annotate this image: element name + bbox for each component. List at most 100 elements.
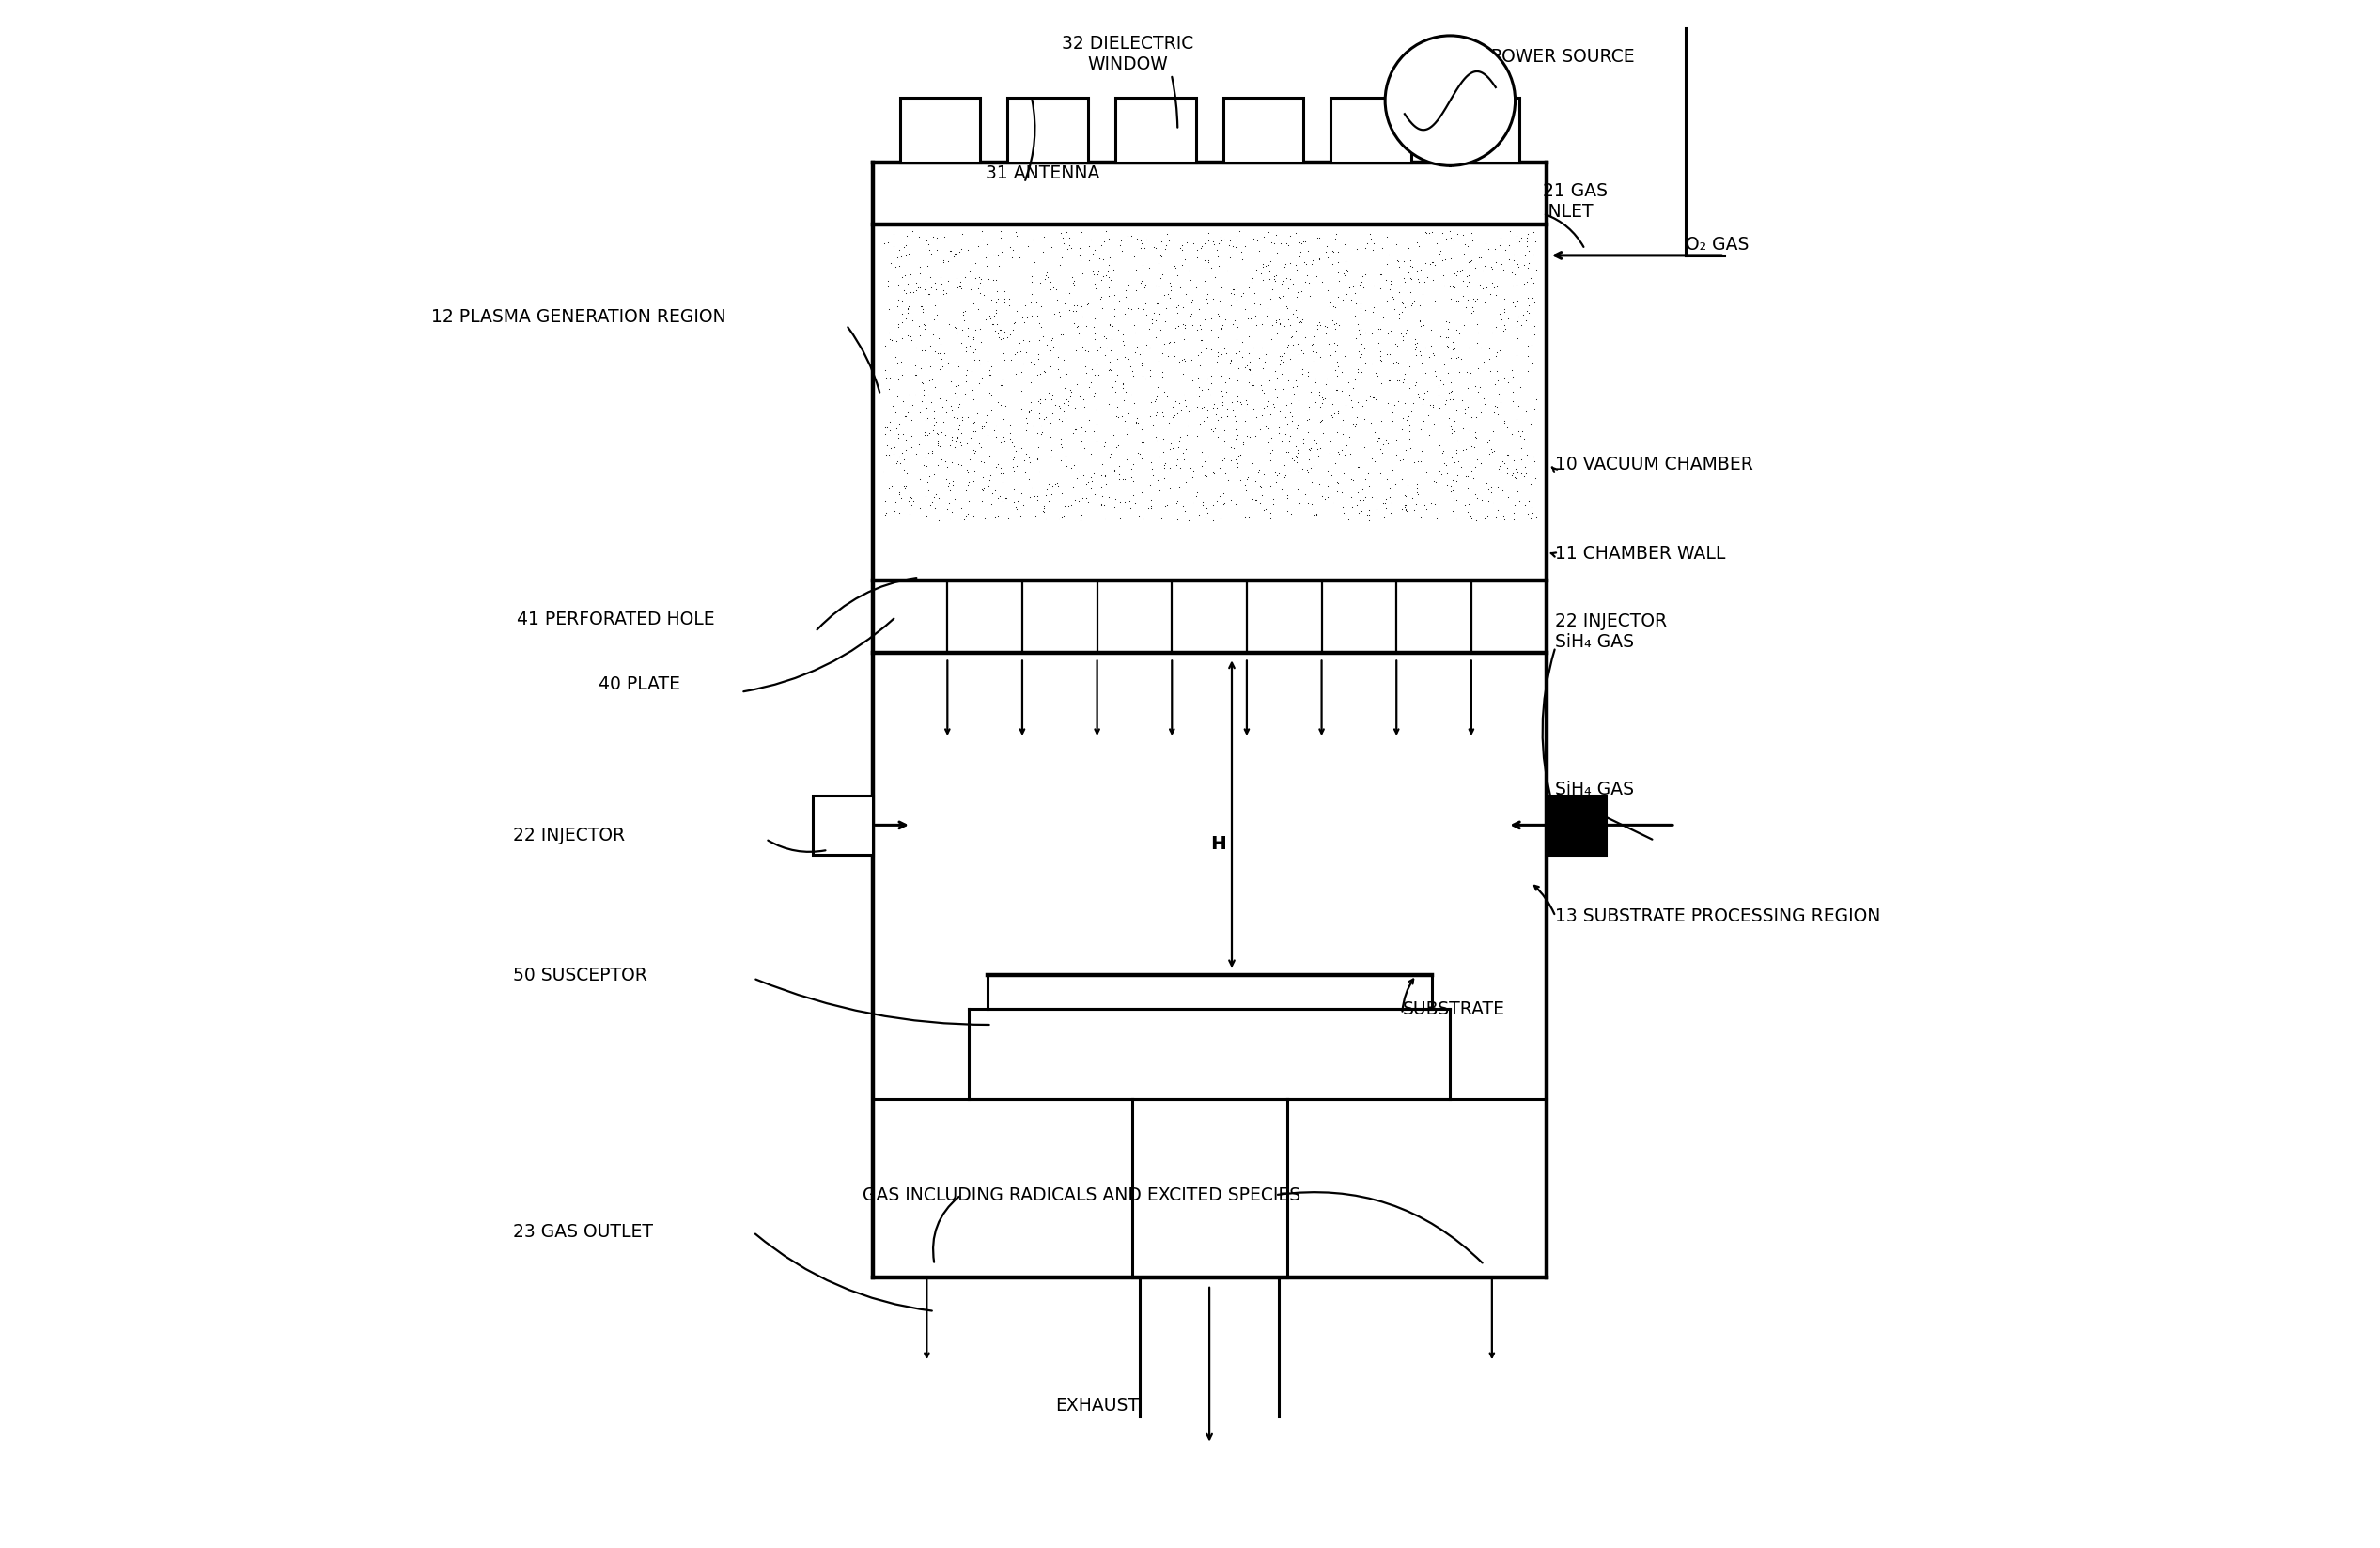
Point [1428, 334, 1466, 359]
Point [1195, 460, 1233, 485]
Point [888, 300, 926, 325]
Point [1238, 404, 1276, 429]
Point [1069, 339, 1107, 364]
Point [1159, 392, 1197, 416]
Point [1266, 252, 1304, 277]
Point [995, 310, 1033, 334]
Point [1031, 328, 1069, 353]
Point [1090, 252, 1128, 277]
Point [897, 382, 935, 407]
Point [1152, 279, 1190, 303]
Point [1133, 457, 1171, 481]
Point [1130, 255, 1169, 280]
Point [1380, 307, 1418, 331]
Point [1516, 257, 1554, 282]
Point [876, 441, 914, 466]
Point [1073, 314, 1111, 339]
Point [940, 238, 978, 263]
Point [1230, 424, 1269, 449]
Point [1135, 412, 1173, 437]
Point [1180, 313, 1219, 337]
Point [933, 370, 971, 395]
Point [1366, 429, 1404, 454]
Point [1011, 269, 1050, 294]
Point [1402, 449, 1440, 474]
Point [1395, 450, 1433, 475]
Point [1390, 260, 1428, 285]
Point [897, 362, 935, 387]
Point [947, 503, 985, 528]
Point [1207, 446, 1245, 471]
Point [1188, 286, 1226, 311]
Point [1109, 224, 1147, 249]
Point [1407, 494, 1445, 519]
Point [1128, 333, 1166, 358]
Point [866, 365, 904, 390]
Point [1095, 368, 1133, 393]
Point [1197, 402, 1235, 427]
Point [1345, 488, 1383, 512]
Point [981, 461, 1019, 486]
Point [1485, 319, 1523, 344]
Point [1399, 381, 1438, 406]
Point [1138, 399, 1176, 424]
Point [1164, 327, 1202, 351]
Point [1447, 274, 1485, 299]
Point [983, 373, 1021, 398]
Point [1026, 500, 1064, 525]
Point [1319, 378, 1357, 402]
Bar [1007, 98, 1088, 163]
Point [1447, 296, 1485, 320]
Point [1485, 237, 1523, 262]
Point [1188, 502, 1226, 526]
Point [1154, 294, 1192, 319]
Point [1004, 449, 1042, 474]
Point [942, 497, 981, 522]
Point [1164, 382, 1202, 407]
Point [969, 232, 1007, 257]
Point [1326, 502, 1364, 526]
Point [1390, 294, 1428, 319]
Point [892, 218, 931, 243]
Point [1357, 449, 1395, 474]
Point [1416, 469, 1454, 494]
Point [1342, 316, 1380, 341]
Point [1157, 344, 1195, 368]
Point [1204, 228, 1242, 252]
Point [1476, 274, 1514, 299]
Point [1033, 401, 1071, 426]
Point [1145, 440, 1183, 464]
Point [900, 401, 938, 426]
Point [1407, 269, 1445, 294]
Point [1180, 410, 1219, 435]
Point [1040, 506, 1078, 531]
Point [997, 339, 1035, 364]
Point [1368, 432, 1407, 457]
Point [935, 316, 973, 341]
Point [1219, 443, 1257, 467]
Point [957, 251, 995, 276]
Point [1392, 255, 1430, 280]
Point [1273, 446, 1311, 471]
Point [1495, 289, 1533, 314]
Point [926, 249, 964, 274]
Point [1083, 463, 1121, 488]
Point [1195, 265, 1233, 289]
Point [1126, 235, 1164, 260]
Point [1111, 223, 1150, 248]
Point [1250, 252, 1288, 277]
Point [1361, 348, 1399, 373]
Point [1240, 293, 1278, 317]
Point [1045, 291, 1083, 316]
Point [1007, 406, 1045, 430]
Point [1280, 308, 1319, 333]
Point [923, 420, 962, 444]
Point [1352, 446, 1390, 471]
Point [1171, 396, 1209, 421]
Point [1495, 500, 1533, 525]
Point [1042, 481, 1081, 506]
Point [892, 486, 931, 511]
Point [1121, 444, 1159, 469]
Point [1438, 506, 1476, 531]
Point [890, 502, 928, 526]
